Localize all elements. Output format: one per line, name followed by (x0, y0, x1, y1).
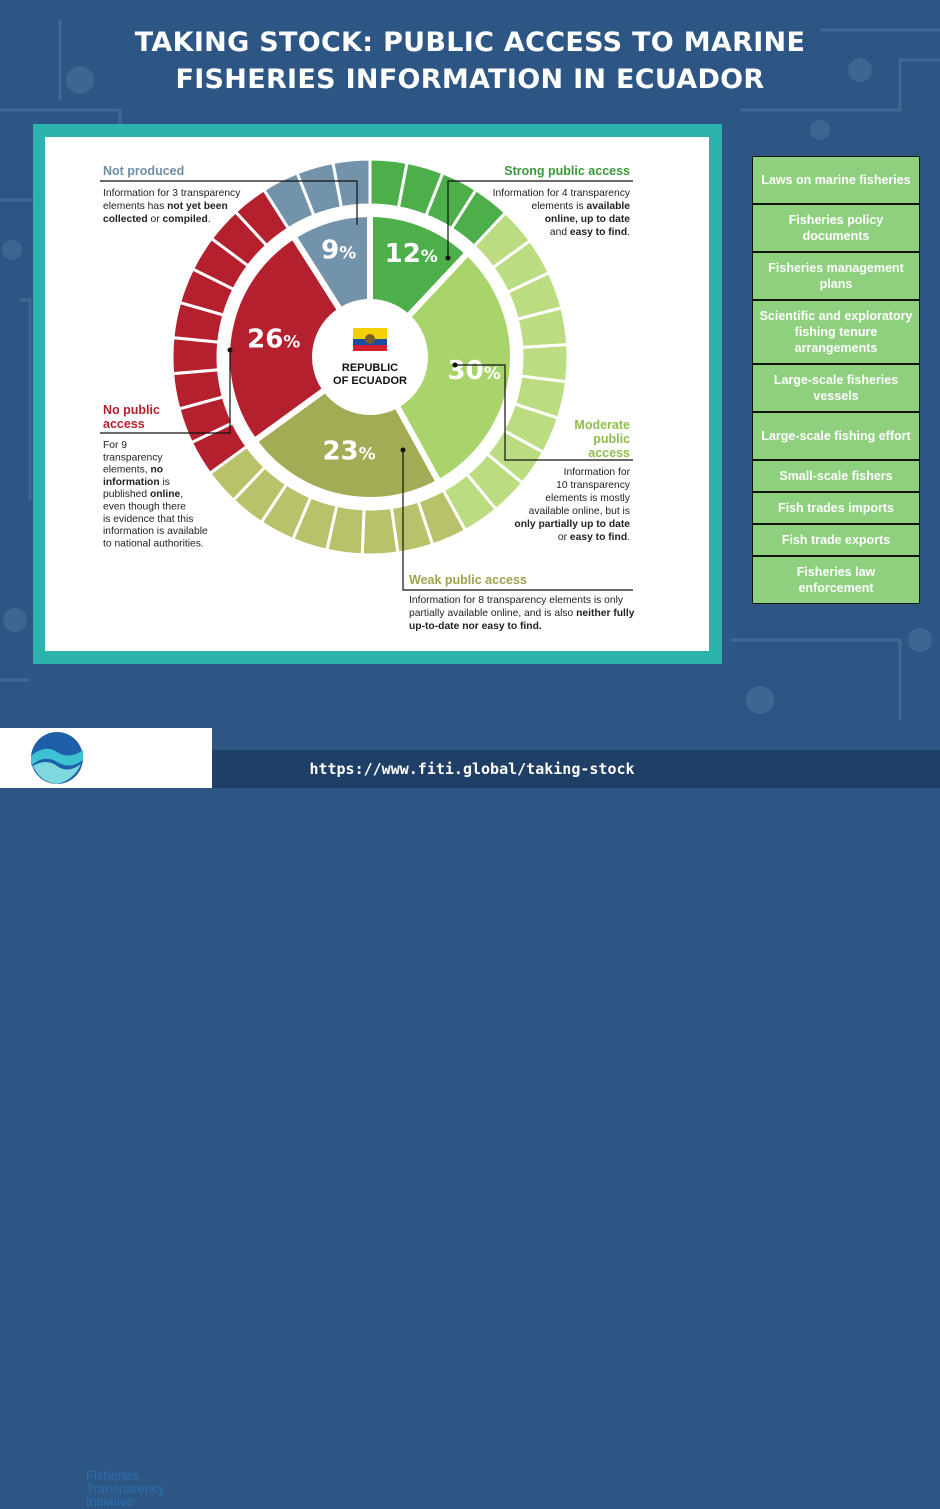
text-no-public-line: published online, (103, 489, 183, 500)
text-strong-line: elements is available (532, 201, 631, 212)
value-label-3: 26% (247, 325, 300, 355)
center-circle (315, 302, 425, 412)
text-weak-line: Information for 8 transparency elements … (409, 595, 624, 606)
text-no-public-line: transparency (103, 452, 163, 463)
ring-segment-3-3 (170, 336, 221, 376)
center-label-line: REPUBLIC (342, 362, 398, 374)
leader-dot-moderate (452, 362, 458, 368)
sidebar-item: Laws on marine fisheries (753, 157, 919, 203)
flag-emblem-icon (365, 334, 375, 344)
fiti-logo-icon (31, 732, 83, 784)
title-line-1: TAKING STOCK: PUBLIC ACCESS TO MARINE (134, 27, 806, 58)
text-no-public-line: to national authorities. (103, 538, 204, 549)
heading-weak: Weak public access (409, 573, 527, 587)
sidebar-item: Fisheries management plans (753, 253, 919, 299)
leader-weak (402, 450, 633, 591)
ring-segment-4-2 (331, 157, 372, 210)
logo-panel: Fisheries Transparency Initiative (0, 728, 212, 1508)
value-label-0: 12% (385, 239, 438, 269)
logo-line-2: Transparency (86, 1481, 165, 1496)
text-moderate-line: or easy to find. (558, 532, 630, 543)
leader-strong (447, 180, 633, 258)
sidebar-item: Large-scale fishing effort (753, 413, 919, 459)
text-moderate-line: elements is mostly (545, 493, 631, 504)
sidebar-item: Fisheries policy documents (753, 205, 919, 251)
leader-no-public (100, 350, 231, 434)
text-no-public-line: information is available (103, 526, 208, 537)
heading-no-public: No public (103, 403, 160, 417)
text-moderate-line: only partially up to date (514, 519, 630, 530)
heading-strong: Strong public access (504, 164, 630, 178)
flag-red (353, 345, 387, 351)
leader-not-produced (100, 180, 358, 225)
sidebar-item: Fisheries law enforcement (753, 557, 919, 603)
leader-dot-weak (400, 447, 406, 453)
flag-yellow (353, 328, 387, 339)
footer-url-link[interactable]: https://www.fiti.global/taking-stock (309, 760, 635, 778)
text-not-produced-line: Information for 3 transparency (103, 188, 241, 199)
transparency-elements-list: Laws on marine fisheries Fisheries policy… (752, 156, 920, 604)
text-strong-line: and easy to find. (550, 227, 630, 238)
text-strong-line: Information for 4 transparency (493, 188, 631, 199)
sidebar-item: Scientific and exploratory fishing tenur… (753, 301, 919, 363)
center-label-line: OF ECUADOR (333, 375, 407, 387)
text-weak-line: partially available online, and is also … (409, 608, 635, 619)
leader-dot-strong (445, 255, 451, 261)
heading-not-produced: Not produced (103, 164, 184, 178)
heading-moderate: Moderate (574, 418, 630, 432)
logo-line-1: Fisheries (86, 1468, 139, 1483)
text-moderate-line: Information for (564, 467, 631, 478)
sidebar-item: Large-scale fisheries vessels (753, 365, 919, 411)
heading-no-public: access (103, 417, 145, 431)
text-no-public-line: even though there (103, 502, 186, 513)
text-no-public-line: is evidence that this (103, 514, 193, 525)
text-no-public-line: information is (103, 477, 170, 488)
text-no-public-line: For 9 (103, 440, 127, 451)
sidebar-item: Small-scale fishers (753, 461, 919, 491)
title-line-2: FISHERIES INFORMATION IN ECUADOR (175, 64, 765, 95)
text-moderate-line: available online, but is (529, 506, 630, 517)
heading-moderate: access (588, 446, 630, 460)
logo-line-3: Initiative (86, 1494, 134, 1509)
sidebar-item: Fish trade exports (753, 525, 919, 555)
heading-moderate: public (593, 432, 630, 446)
text-strong-line: online, up to date (545, 214, 631, 225)
text-no-public-line: elements, no (103, 465, 163, 476)
page-title: TAKING STOCK: PUBLIC ACCESS TO MARINE FI… (60, 24, 880, 98)
sidebar-item: Fish trades imports (753, 493, 919, 523)
text-moderate-line: 10 transparency (556, 480, 631, 491)
text-weak-line: up-to-date nor easy to find. (409, 621, 542, 632)
leader-dot-no-public (227, 347, 233, 353)
background-pattern (0, 20, 940, 720)
text-not-produced-line: elements has not yet been (103, 201, 228, 212)
footer-bar (212, 750, 940, 788)
text-not-produced-line: collected or compiled. (103, 214, 211, 225)
leader-moderate (455, 364, 633, 461)
ring-segment-2-2 (360, 505, 400, 557)
logo-text: Fisheries Transparency Initiative (86, 1469, 165, 1508)
